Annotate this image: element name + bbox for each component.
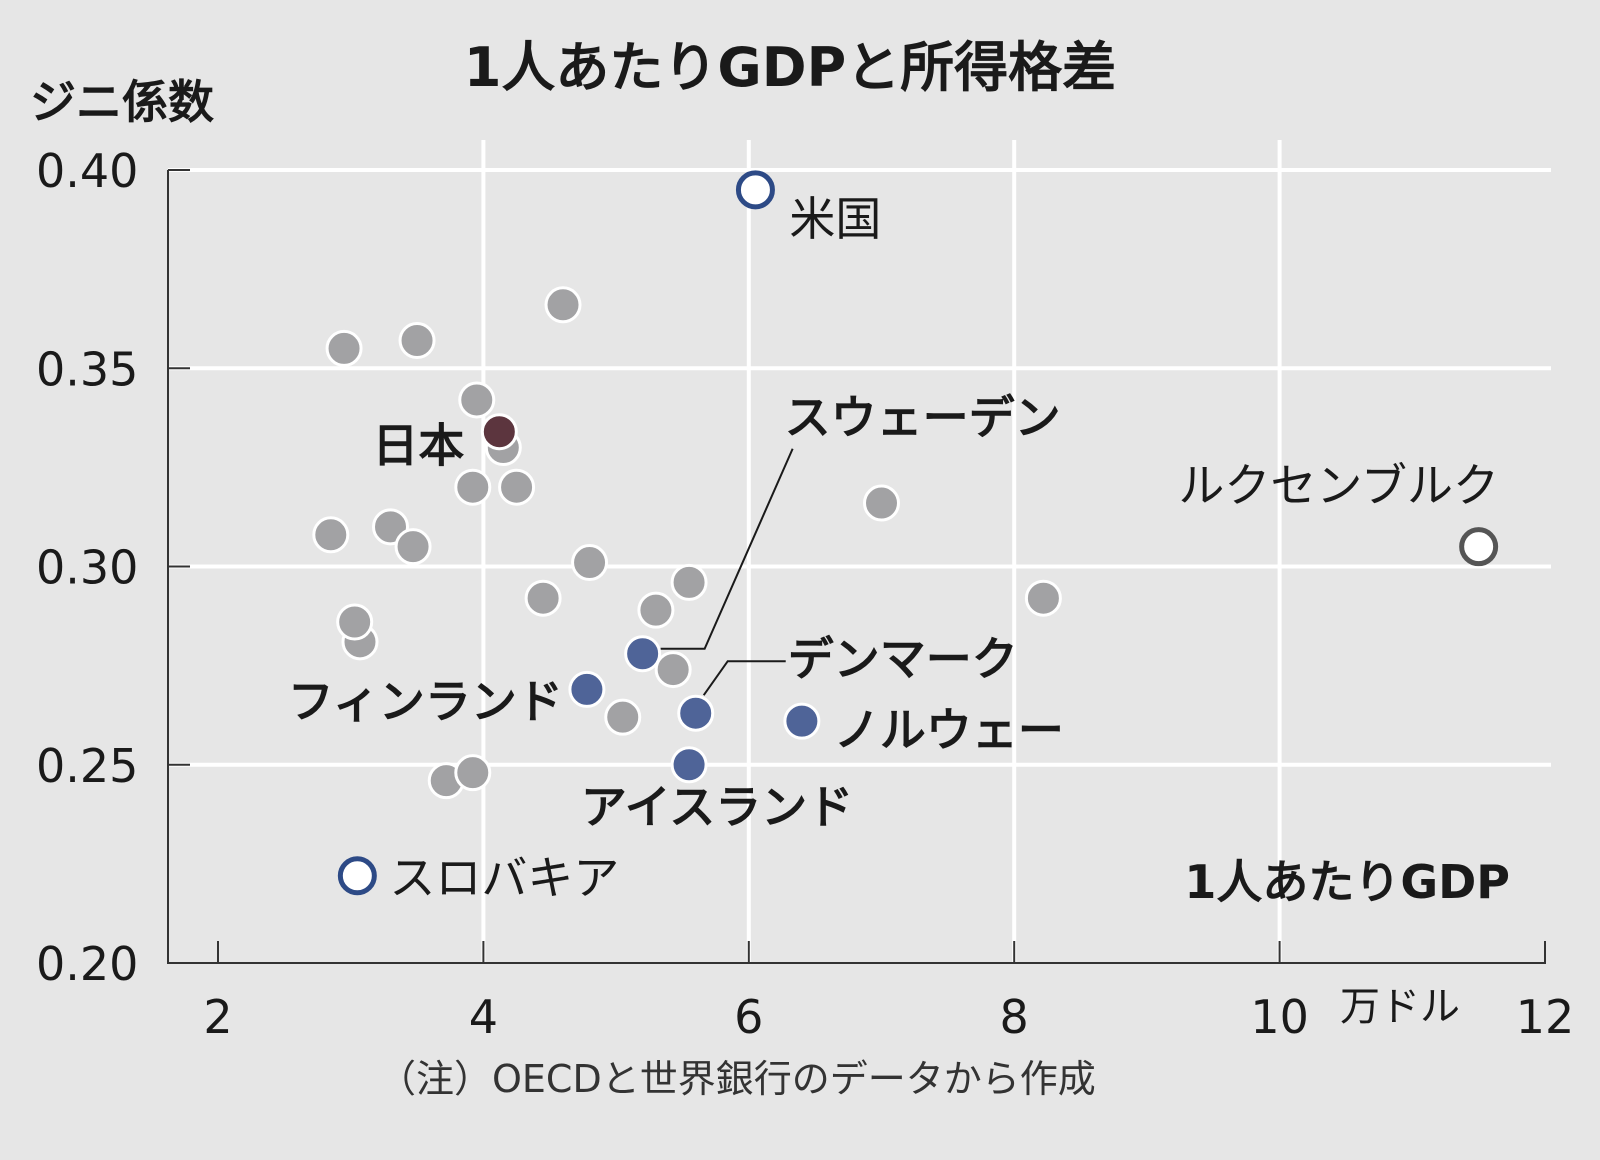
x-tick-label: 2 (203, 990, 232, 1044)
x-tick-label: 12 (1516, 990, 1575, 1044)
source-note: （注）OECDと世界銀行のデータから作成 (378, 1057, 1096, 1101)
y-tick-label: 0.40 (36, 144, 138, 198)
x-axis-unit: 万ドル (1340, 984, 1460, 1030)
point-usa (735, 170, 775, 210)
scatter-point (637, 591, 675, 629)
label-luxembourg: ルクセンブルク (1178, 459, 1499, 513)
x-tick-label: 8 (1000, 990, 1029, 1044)
x-tick-label: 10 (1250, 990, 1309, 1044)
leader-line-denmark (702, 660, 786, 696)
scatter-point (394, 528, 432, 566)
axes (167, 169, 1546, 964)
y-tick-label: 0.30 (36, 541, 138, 595)
x-tick-label: 6 (734, 990, 763, 1044)
point-slovakia (337, 856, 377, 896)
scatter-point (654, 651, 692, 689)
leader-line-sweden (660, 448, 794, 650)
scatter-point (325, 329, 363, 367)
point-japan (480, 413, 518, 451)
scatter-point (544, 286, 582, 324)
label-denmark: デンマーク (788, 632, 1018, 686)
label-norway: ノルウェー (834, 703, 1064, 757)
y-tick-label: 0.35 (36, 342, 138, 396)
scatter-point (398, 321, 436, 359)
label-sweden: スウェーデン (785, 391, 1061, 445)
leader-lines (660, 448, 794, 696)
point-finland (568, 670, 606, 708)
gridlines (168, 140, 1551, 963)
y-axis-label: ジニ係数 (30, 75, 214, 129)
scatter-point (454, 754, 492, 792)
point-denmark (677, 694, 715, 732)
tick-labels: 2 4 6 8 10 12 0.20 0.25 0.30 0.35 0.40 (36, 144, 1574, 1044)
y-tick-label: 0.20 (36, 937, 138, 991)
scatter-point (571, 544, 609, 582)
data-points (312, 170, 1499, 896)
label-usa: 米国 (789, 192, 881, 246)
chart-title: 1人あたりGDPと所得格差 (464, 36, 1116, 99)
label-iceland: アイスランド (581, 780, 853, 834)
point-norway (783, 702, 821, 740)
label-slovakia: スロバキア (389, 851, 619, 905)
label-finland: フィンランド (288, 674, 563, 728)
scatter-point (863, 484, 900, 522)
scatter-point (498, 468, 536, 506)
point-luxembourg (1459, 527, 1499, 567)
point-sweden (624, 635, 662, 673)
scatter-point (604, 698, 642, 736)
x-axis-label: 1人あたりGDP (1184, 855, 1510, 909)
label-japan: 日本 (372, 419, 464, 473)
scatter-point (336, 603, 374, 641)
x-tick-label: 4 (469, 990, 498, 1044)
scatter-point (524, 579, 562, 617)
scatter-point (1024, 579, 1062, 617)
scatter-point (670, 563, 708, 601)
point-iceland (670, 746, 708, 784)
scatter-point (312, 516, 350, 554)
scatter-point (454, 468, 492, 506)
y-tick-label: 0.25 (36, 739, 138, 793)
scatter-point (458, 381, 496, 419)
